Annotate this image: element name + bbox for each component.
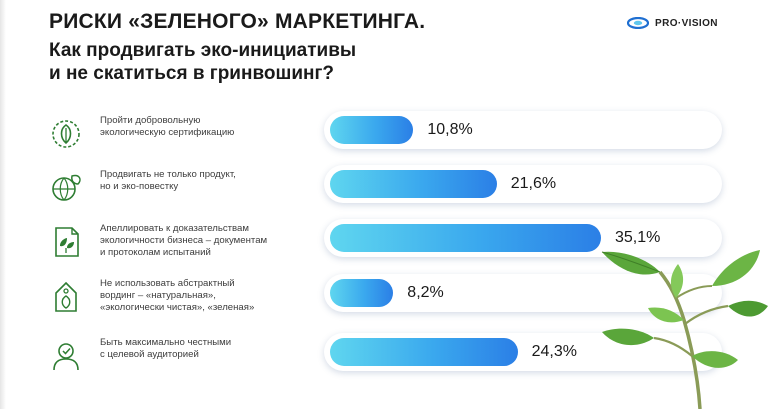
brand-logo: PRO·VISION [627, 15, 718, 31]
category-label-line: Продвигать не только продукт, [100, 169, 236, 180]
category-label-line: Апеллировать к доказательствам [100, 223, 249, 234]
leaf-badge-icon [48, 116, 84, 152]
category-label-line: но и эко-повестку [100, 181, 179, 192]
category-label: Быть максимально честными с целевой аудит… [100, 337, 325, 361]
left-edge-shadow [0, 0, 6, 409]
bar [330, 116, 414, 144]
category-label-line: вординг – «натуральная», [100, 290, 216, 301]
document-leaf-icon [48, 224, 84, 260]
bar-track: 35,1% [324, 219, 722, 257]
subtitle-line-2: и не скатиться в гринвошинг? [49, 63, 335, 84]
category-label-line: Быть максимально честными [100, 337, 232, 348]
page-subtitle: Как продвигать эко-инициативы и не скати… [49, 39, 469, 85]
bar [330, 338, 518, 366]
bar-track: 21,6% [324, 165, 722, 203]
category-label-line: экологическую сертификацию [100, 127, 235, 138]
logo-text: PRO·VISION [655, 17, 718, 29]
eco-tag-icon [48, 279, 84, 315]
subtitle-line-1: Как продвигать эко-инициативы [49, 40, 357, 61]
page-title: РИСКИ «ЗЕЛЕНОГО» МАРКЕТИНГА. [49, 10, 426, 33]
bar [330, 224, 601, 252]
category-label-line: «экологически чистая», «зеленая» [100, 302, 255, 313]
data-label: 10,8% [427, 121, 473, 138]
logo-mark-icon [627, 17, 649, 29]
category-label-line: Пройти добровольную [100, 115, 201, 126]
category-label: Апеллировать к доказательствам экологично… [100, 223, 325, 259]
category-label-line: экологичности бизнеса – документам [100, 235, 268, 246]
chart-row: Пройти добровольную экологическую сертифи… [48, 107, 722, 163]
bar-track: 10,8% [324, 111, 722, 149]
data-label: 24,3% [531, 343, 577, 360]
category-label-line: с целевой аудиторией [100, 349, 199, 360]
data-label: 8,2% [407, 284, 444, 301]
bar-track: 8,2% [324, 274, 722, 312]
category-label: Не использовать абстрактный вординг – «на… [100, 278, 325, 314]
data-label: 35,1% [614, 229, 661, 246]
category-label: Пройти добровольную экологическую сертифи… [100, 115, 325, 139]
globe-leaf-icon [48, 170, 84, 206]
category-label: Продвигать не только продукт, но и эко-по… [100, 169, 325, 193]
chart-row: Апеллировать к доказательствам экологично… [48, 215, 722, 271]
chart-row: Продвигать не только продукт, но и эко-по… [48, 161, 722, 217]
person-check-icon [48, 338, 84, 374]
category-label-line: Не использовать абстрактный [100, 278, 235, 289]
bar [330, 170, 497, 198]
bar [330, 279, 394, 307]
chart-row: Не использовать абстрактный вординг – «на… [48, 270, 722, 326]
category-label-line: и протоколам испытаний [100, 247, 211, 258]
data-label: 21,6% [510, 175, 557, 192]
plant-illustration [601, 250, 768, 409]
